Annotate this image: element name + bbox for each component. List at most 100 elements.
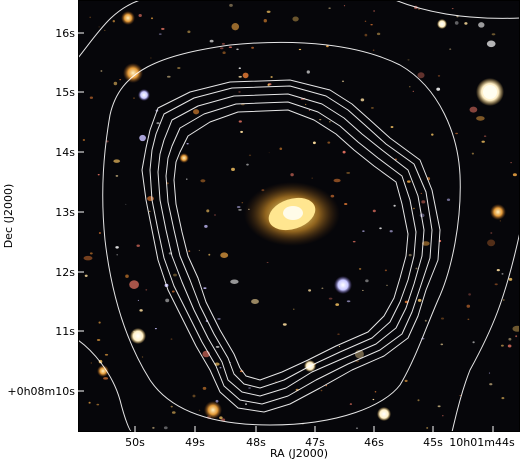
background-source	[115, 246, 119, 249]
bright-star-west	[130, 328, 146, 344]
background-source	[346, 300, 351, 303]
background-source	[98, 26, 101, 28]
background-source	[229, 3, 233, 7]
background-source	[372, 49, 375, 52]
background-source	[139, 309, 143, 312]
x-tick-label: 47s	[305, 436, 325, 449]
background-source	[412, 90, 414, 93]
background-source	[167, 75, 171, 78]
background-source	[326, 45, 329, 48]
background-source	[502, 299, 505, 301]
background-source	[89, 96, 93, 99]
background-source	[290, 173, 294, 177]
background-source	[282, 323, 287, 326]
background-source	[408, 253, 412, 257]
background-source	[231, 23, 240, 31]
background-source	[248, 154, 252, 157]
background-source	[449, 48, 452, 50]
background-source	[507, 344, 512, 348]
background-source	[421, 241, 430, 246]
background-source	[298, 48, 302, 51]
background-source	[384, 269, 388, 272]
background-source	[241, 202, 244, 204]
background-source	[170, 405, 173, 408]
background-source	[193, 109, 200, 115]
y-axis	[78, 32, 84, 392]
background-source	[83, 255, 93, 261]
background-source	[192, 394, 196, 398]
background-source	[335, 303, 340, 306]
background-source	[103, 377, 109, 380]
background-source	[407, 59, 410, 61]
background-source	[390, 125, 394, 129]
background-source	[483, 135, 487, 137]
background-source	[279, 147, 283, 151]
background-source	[352, 240, 356, 243]
background-source	[372, 398, 375, 401]
background-source	[362, 230, 365, 232]
background-source	[370, 107, 374, 109]
background-source	[349, 403, 352, 405]
background-source	[373, 10, 375, 12]
y-tick-label: 14s	[55, 146, 75, 159]
background-source	[478, 22, 485, 28]
x-tick-label: 48s	[246, 436, 266, 449]
background-source	[515, 335, 518, 338]
background-source	[489, 383, 493, 386]
background-source	[242, 72, 249, 79]
background-source	[343, 5, 346, 7]
background-source	[161, 27, 165, 30]
y-axis-label: Dec (J2000)	[2, 184, 15, 249]
background-source	[215, 345, 220, 348]
background-source	[409, 86, 411, 88]
background-source	[145, 289, 148, 291]
background-source	[156, 122, 160, 125]
contour-ring-3	[157, 93, 425, 397]
background-source	[154, 328, 157, 330]
background-source	[455, 132, 459, 135]
background-source	[251, 46, 255, 49]
background-source	[451, 8, 454, 10]
background-source	[152, 426, 155, 429]
background-source	[88, 401, 91, 404]
background-source	[454, 21, 459, 25]
background-source	[329, 121, 331, 123]
background-source	[293, 308, 295, 310]
background-sources	[82, 3, 520, 430]
background-source	[97, 174, 100, 176]
x-tick-label: 50s	[125, 436, 145, 449]
bright-star-north-2	[121, 11, 135, 25]
y-tick-label: 16s	[55, 27, 75, 40]
background-source	[217, 317, 221, 320]
background-source	[219, 47, 224, 50]
background-source	[112, 20, 116, 23]
background-source	[206, 209, 210, 213]
contour-lines	[78, 0, 520, 432]
background-source	[90, 362, 92, 364]
background-source	[472, 341, 475, 344]
background-source	[500, 344, 504, 347]
background-source	[165, 298, 170, 303]
background-source	[203, 287, 207, 289]
background-source	[96, 339, 101, 341]
background-source	[360, 98, 365, 102]
background-source	[104, 29, 106, 31]
background-source	[494, 283, 498, 286]
bright-star-north	[123, 63, 143, 83]
bright-star-east-edge	[490, 204, 506, 220]
background-source	[150, 57, 152, 59]
background-source	[328, 297, 333, 300]
background-source	[379, 227, 382, 230]
background-source	[228, 46, 233, 49]
background-source	[436, 87, 441, 91]
background-source	[328, 7, 331, 9]
background-source	[312, 141, 316, 145]
background-source	[305, 103, 307, 106]
background-source	[204, 224, 208, 228]
background-source	[230, 279, 239, 284]
background-source	[158, 33, 162, 36]
contour-large-ring	[102, 41, 461, 426]
background-source	[344, 202, 348, 206]
x-axis	[134, 426, 494, 432]
